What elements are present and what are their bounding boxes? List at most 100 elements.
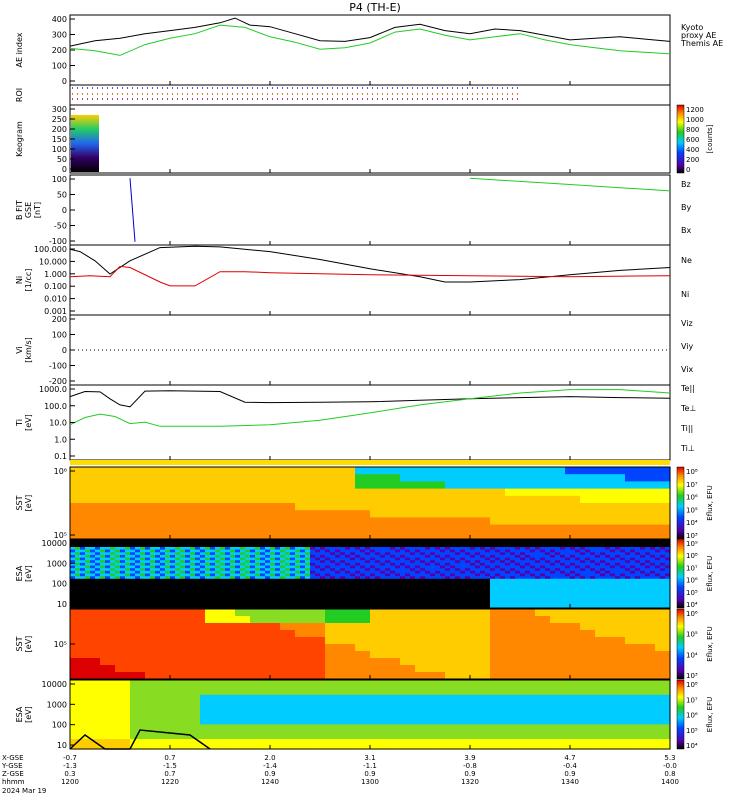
ni-ytick-label: 0.010 [44,295,67,304]
sst_e-colorbar-tick: 10⁸ [686,468,698,476]
esa_i-colorbar-tick: 10⁵ [686,727,698,735]
keogram-ylabel: Keogram [15,121,24,157]
sst_i-colorbar-tick: 10⁴ [686,651,698,659]
esa_e-spectrogram [69,538,671,609]
keogram-ytick-label: 100 [52,145,67,154]
esa_e-ytick-label: 100 [52,580,67,589]
orbit-value: 1240 [261,778,279,786]
orbit-value: 2.0 [264,754,275,762]
orbit-value: -1.3 [63,762,77,770]
orbit-value: 1340 [561,778,579,786]
ti-panel [69,384,671,461]
sst_i-colorbar-tick: 10⁶ [686,610,698,618]
sst_e-spectrogram [69,466,671,540]
ti-legend-item: Ti⊥ [680,444,695,453]
esa_e-ytick-label: 1000 [47,559,67,568]
bfit-ytick-label: 0 [62,206,67,215]
orbit-value: -0.4 [563,762,577,770]
keogram-ytick-label: 0 [62,165,67,174]
vi-ytick-label: 100 [52,331,67,340]
vi-ytick-label: -200 [49,377,67,386]
orbit-value: 1300 [361,778,379,786]
esa_e-colorbar-tick: 10⁴ [686,601,698,609]
orbit-value: -1.5 [163,762,177,770]
esa_i-colorbar [676,679,685,750]
ae-ytick-label: 400 [52,15,67,24]
esa_e-colorbar-tick: 10⁷ [686,564,698,572]
keogram-image [71,115,99,172]
ni-ytick-label: 100.000 [34,245,67,254]
esa_i-ytick-label: 10 [57,741,67,750]
ti-ytick-label: 10.0 [49,419,67,428]
vi-legend-item: Viz [681,319,693,328]
keogram-ytick-label: 150 [52,135,67,144]
series-bx [129,178,136,242]
vi-ytick-label: 0 [62,346,67,355]
bfit-ytick-label: -50 [54,222,67,231]
esa_i-ylabel: ESA [15,706,24,722]
orbit-value: 0.9 [264,770,275,778]
date-label: 2024 Mar 19 [2,787,46,795]
orbit-value: 3.1 [364,754,375,762]
orbit-value: 1400 [661,778,679,786]
sst_i-ylabel: SST [15,636,24,651]
roi-ylabel: ROI [15,88,24,102]
vi-ytick-label: -100 [49,362,67,371]
ae-legend-item: proxy AE [681,31,716,40]
ti-ytick-label: 1000.0 [39,385,67,394]
bfit-legend-item: Bx [681,226,691,235]
ni-ytick-label: 1.000 [44,270,67,279]
ti-legend-item: Ti|| [680,424,693,433]
keogram-colorbar [676,104,685,174]
esa_e-colorbar-tick: 10⁵ [686,589,698,597]
bfit-ylabel: GSE [24,202,33,218]
keogram-ytick-label: 300 [52,105,67,114]
orbit-value: 4.7 [564,754,575,762]
ae-panel [69,14,671,86]
series-te- [69,390,671,408]
ni-ylabel: Ni [15,276,24,284]
ni-ytick-label: 0.001 [44,307,67,316]
orbit-value: 0.7 [164,770,175,778]
esa_i-ylabel: [eV] [24,706,33,723]
series-ti- [69,389,671,427]
esa_i-colorbar-tick: 10⁸ [686,681,698,689]
keogram-colorbar-tick: 1000 [686,116,704,124]
esa_i-colorbar-label: Eflux, EFU [706,697,714,732]
esa_i-colorbar-tick: 10⁴ [686,742,698,750]
series-ne [69,265,671,287]
keogram-ytick-label: 50 [57,155,67,164]
esa_e-ylabel: ESA [15,565,24,581]
esa_i-colorbar-tick: 10⁷ [686,696,698,704]
sst_i-colorbar-tick: 10⁵ [686,631,698,639]
ni-panel [69,244,671,316]
orbit-label: hhmm [2,778,25,786]
orbit-value: 0.3 [64,770,75,778]
sst_i-colorbar-label: Eflux, EFU [706,626,714,661]
sst_e-ylabel: [eV] [24,495,33,512]
orbit-value: -1.1 [363,762,377,770]
bfit-ylabel: [nT] [33,202,42,218]
esa_e-colorbar-tick: 10⁹ [686,540,698,548]
orbit-value: 0.9 [464,770,475,778]
esa_e-ylabel: [eV] [24,565,33,582]
orbit-label: X-GSE [2,754,24,762]
esa_e-ytick-label: 10000 [42,539,67,548]
ti-legend-item: Te|| [680,384,695,393]
ti-legend-item: Te⊥ [680,404,696,413]
esa_i-ytick-label: 1000 [47,700,67,709]
esa_i-ytick-label: 100 [52,721,67,730]
ae-legend-item: Kyoto [681,23,703,32]
bfit-legend-item: By [681,203,691,212]
esa_e-colorbar-tick: 10⁸ [686,552,698,560]
ti-ylabel: [eV] [24,414,33,431]
vi-ytick-label: 200 [52,315,67,324]
esa_i-colorbar-tick: 10⁶ [686,712,698,720]
keogram-colorbar-tick: 1200 [686,106,704,114]
sst_e-ytick-label: 10⁶ [54,467,67,476]
ni-ylabel: [1/cc] [24,269,33,292]
ae-ytick-label: 100 [52,62,67,71]
roi-dots [72,87,520,100]
sst_e-colorbar-tick: 10⁷ [686,481,698,489]
orbit-value: 3.9 [464,754,475,762]
